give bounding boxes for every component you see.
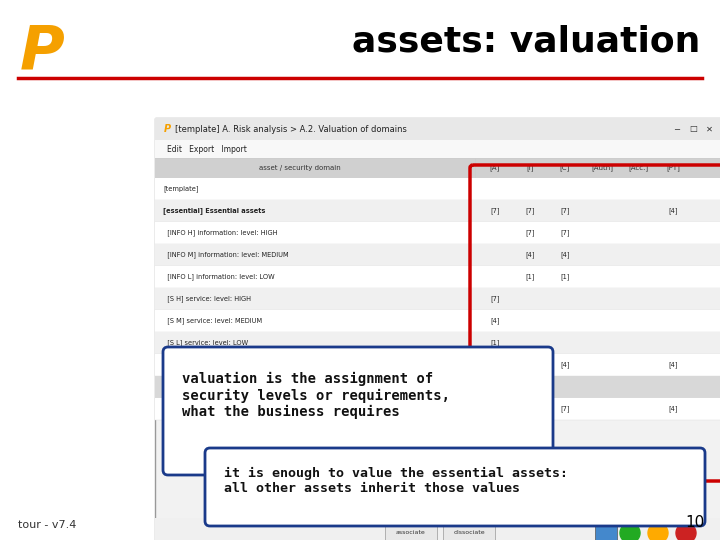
Text: P: P <box>163 124 171 134</box>
FancyBboxPatch shape <box>163 347 553 475</box>
Text: valuation is the assignment of
security levels or requirements,
what the busines: valuation is the assignment of security … <box>182 372 450 419</box>
Text: Security domains: Security domains <box>163 384 221 390</box>
Text: [4]: [4] <box>560 252 570 258</box>
Text: [I]: [I] <box>526 165 534 171</box>
Text: 10: 10 <box>685 515 705 530</box>
FancyBboxPatch shape <box>155 332 720 354</box>
Circle shape <box>620 523 640 540</box>
Text: [7]: [7] <box>560 406 570 413</box>
Text: [4]: [4] <box>490 318 500 325</box>
Text: [S H] service: level: HIGH: [S H] service: level: HIGH <box>163 295 251 302</box>
Text: Edit   Export   Import: Edit Export Import <box>167 145 247 153</box>
FancyBboxPatch shape <box>155 118 720 140</box>
Text: [template] A. Risk analysis > A.2. Valuation of domains: [template] A. Risk analysis > A.2. Valua… <box>175 125 407 133</box>
Text: [PT]: [PT] <box>666 165 680 171</box>
Text: [1]: [1] <box>560 274 570 280</box>
Text: asset / security domain: asset / security domain <box>259 165 341 171</box>
Text: [7]: [7] <box>526 406 535 413</box>
Text: associate: associate <box>396 530 426 535</box>
Text: [base] Base: [base] Base <box>163 406 207 413</box>
FancyBboxPatch shape <box>155 376 720 398</box>
Text: [7]: [7] <box>490 207 500 214</box>
Text: [A]: [A] <box>490 165 500 171</box>
FancyBboxPatch shape <box>155 310 720 332</box>
Text: ─: ─ <box>675 125 680 133</box>
Text: [1]: [1] <box>526 274 535 280</box>
Text: [4]: [4] <box>668 207 678 214</box>
FancyBboxPatch shape <box>155 288 720 310</box>
FancyBboxPatch shape <box>155 244 720 266</box>
FancyBboxPatch shape <box>155 398 720 420</box>
Text: [INFO H] information: level: HIGH: [INFO H] information: level: HIGH <box>163 230 277 237</box>
Text: [4]: [4] <box>526 362 535 368</box>
Text: P: P <box>19 23 64 82</box>
Text: ✕: ✕ <box>706 125 713 133</box>
Text: tour - v7.4: tour - v7.4 <box>18 520 76 530</box>
FancyBboxPatch shape <box>155 178 720 200</box>
Text: [S L] service: level: LOW: [S L] service: level: LOW <box>163 340 248 346</box>
Text: [7]: [7] <box>490 406 500 413</box>
Text: [1]: [1] <box>490 340 500 346</box>
Text: [C]: [C] <box>560 165 570 171</box>
FancyBboxPatch shape <box>205 448 705 526</box>
Text: [Auth]: [Auth] <box>591 165 613 171</box>
Text: [7]: [7] <box>526 207 535 214</box>
Text: □: □ <box>689 125 697 133</box>
Text: [S M] service: level: MEDIUM: [S M] service: level: MEDIUM <box>163 318 262 325</box>
Text: it is enough to value the essential assets:
all other assets inherit those value: it is enough to value the essential asse… <box>224 467 568 495</box>
Text: [Acc.]: [Acc.] <box>628 165 648 171</box>
Text: [template]: [template] <box>163 186 199 192</box>
Text: [4]: [4] <box>668 406 678 413</box>
Text: [7]: [7] <box>526 230 535 237</box>
FancyBboxPatch shape <box>385 523 437 540</box>
FancyBboxPatch shape <box>155 200 720 222</box>
Circle shape <box>648 523 668 540</box>
FancyBboxPatch shape <box>155 140 720 158</box>
Text: [7]: [7] <box>490 295 500 302</box>
FancyBboxPatch shape <box>443 523 495 540</box>
FancyBboxPatch shape <box>155 518 720 540</box>
FancyBboxPatch shape <box>155 222 720 244</box>
Text: [4]: [4] <box>668 362 678 368</box>
FancyBboxPatch shape <box>155 266 720 288</box>
FancyBboxPatch shape <box>595 522 617 540</box>
Text: [4]: [4] <box>490 362 500 368</box>
Circle shape <box>676 523 696 540</box>
Text: [7]: [7] <box>560 230 570 237</box>
Text: [PP0] personal data processing: [PP0] personal data processing <box>163 362 271 368</box>
FancyBboxPatch shape <box>155 158 720 178</box>
Text: [INFO L] information: level: LOW: [INFO L] information: level: LOW <box>163 274 274 280</box>
FancyBboxPatch shape <box>155 354 720 376</box>
Text: [INFO M] information: level: MEDIUM: [INFO M] information: level: MEDIUM <box>163 252 289 258</box>
Text: [4]: [4] <box>560 362 570 368</box>
Text: [7]: [7] <box>560 207 570 214</box>
Text: dissociate: dissociate <box>453 530 485 535</box>
Text: [essential] Essential assets: [essential] Essential assets <box>163 207 266 214</box>
Text: [4]: [4] <box>526 252 535 258</box>
Text: assets: valuation: assets: valuation <box>351 25 700 59</box>
FancyBboxPatch shape <box>155 118 720 540</box>
